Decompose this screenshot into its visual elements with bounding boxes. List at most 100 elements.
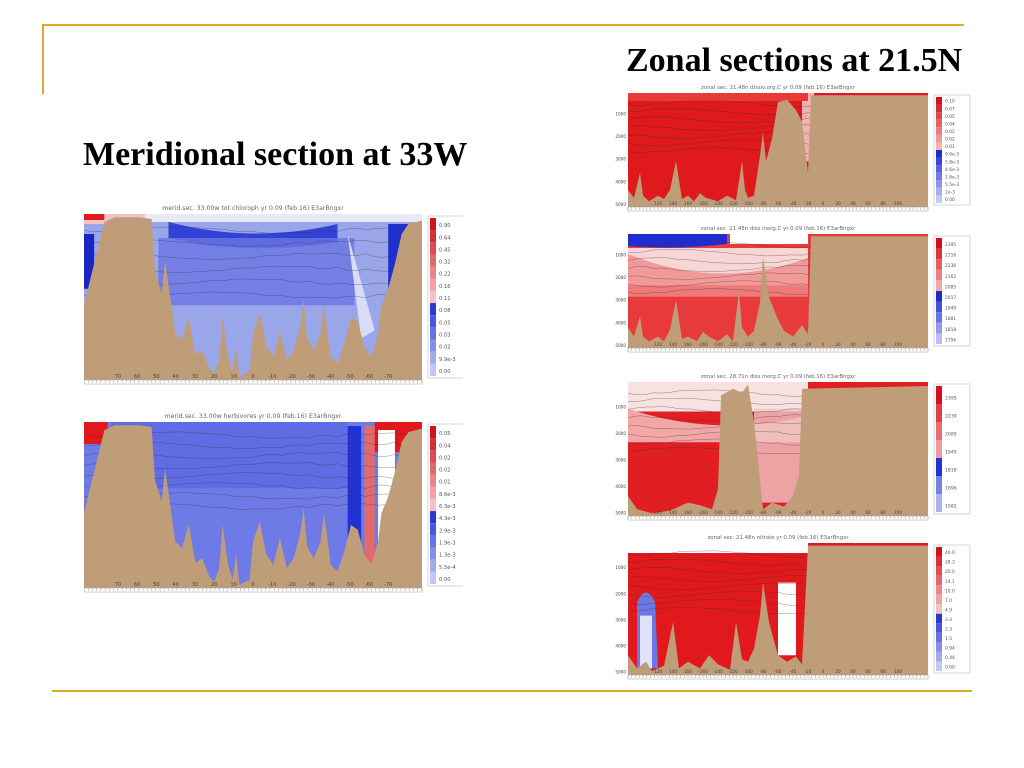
x-tick-label: 0: [822, 342, 825, 347]
colorbar-swatch: [430, 559, 436, 572]
x-tick-label: -120: [728, 669, 738, 674]
zonal-dissolved-inorganic-carbon-plot: zonal sec. 21.48n diss.inorg.C yr 0.09 (…: [598, 226, 972, 354]
colorbar-label: 40.0: [945, 550, 955, 556]
x-tick-label: -40: [790, 342, 797, 347]
colorbar-swatch: [936, 661, 942, 671]
depth-tick-label: 5000: [615, 670, 626, 675]
depth-tick-label: 4000: [615, 320, 626, 325]
colorbar-label: 0.03: [439, 333, 451, 339]
colorbar-label: 4.3e-3: [439, 516, 456, 522]
colorbar-label: 9.9e-3: [439, 357, 456, 363]
colorbar-label: 0.02: [439, 345, 451, 351]
colorbar-swatch: [936, 566, 942, 576]
colorbar-label: 1.3e-3: [439, 553, 456, 559]
concentration-layer: [628, 382, 808, 412]
seafloor-land: [628, 545, 928, 675]
colorbar-swatch: [936, 476, 942, 494]
x-tick-label: 30: [192, 582, 198, 588]
colorbar-swatch: [430, 462, 436, 475]
colorbar-label: 5.5e-4: [439, 565, 456, 571]
x-tick-label: 40: [173, 582, 179, 588]
colorbar-swatch: [936, 238, 942, 249]
colorbar-swatch: [430, 498, 436, 512]
colorbar-swatch: [936, 312, 942, 323]
colorbar-swatch: [936, 97, 942, 105]
colorbar-label: 0.07: [945, 106, 955, 112]
colorbar-swatch: [936, 594, 942, 605]
colorbar-label: 14.1: [945, 579, 955, 585]
x-tick-label: 70: [115, 582, 121, 588]
colorbar-swatch: [430, 218, 436, 231]
colorbar-label: 1e-3: [945, 190, 955, 196]
depth-tick-label: 2000: [615, 591, 626, 596]
depth-tick-label: 3000: [615, 298, 626, 303]
colorbar-label: 0.04: [945, 121, 955, 127]
x-tick-label: 120: [654, 201, 662, 206]
colorbar-label: 0.00: [945, 197, 955, 203]
colorbar-swatch: [936, 119, 942, 128]
x-tick-label: 100: [894, 201, 902, 206]
x-tick-label: -60: [365, 582, 373, 588]
x-tick-label: 40: [850, 201, 856, 206]
x-tick-label: 80: [880, 669, 886, 674]
x-tick-label: 50: [153, 582, 159, 588]
meridional-herbivores-plot: merid.sec. 33.00w herbivores yr 0.09 (fe…: [84, 408, 463, 598]
x-tick-label: -50: [345, 374, 353, 380]
x-tick-label: 40: [850, 510, 856, 515]
section-plot-svg: zonal sec. 21.48n nitrate yr 0.09 (feb.1…: [615, 535, 971, 680]
colorbar-label: 1881: [945, 316, 956, 322]
x-tick-label: -100: [743, 201, 753, 206]
colorbar-swatch: [430, 230, 436, 243]
colorbar-swatch: [430, 511, 436, 524]
depth-tick-label: 3000: [615, 458, 626, 463]
colorbar-swatch: [936, 556, 942, 567]
x-tick-label: 60: [865, 510, 871, 515]
colorbar-swatch: [936, 422, 942, 440]
x-tick-label: 60: [865, 342, 871, 347]
colorbar-swatch: [936, 604, 942, 614]
colorbar-swatch: [430, 535, 436, 548]
x-tick-label: -20: [805, 201, 812, 206]
colorbar-swatch: [430, 426, 436, 439]
meridional-chlorophyll-plot: merid.sec. 33.00w tot chloroph yr 0.09 (…: [84, 200, 463, 390]
x-tick-label: -70: [384, 374, 392, 380]
x-tick-label: 80: [880, 201, 886, 206]
section-plot-svg: merid.sec. 33.00w tot chloroph yr 0.09 (…: [84, 205, 463, 385]
colorbar-swatch: [430, 303, 436, 316]
colorbar-label: 1818: [945, 327, 956, 333]
x-tick-label: 120: [654, 669, 662, 674]
seafloor-land: [84, 217, 422, 380]
zonal-nitrate-plot: zonal sec. 21.48n nitrate yr 0.09 (feb.1…: [598, 535, 972, 681]
colorbar-label: 2017: [945, 295, 956, 301]
depth-tick-label: 4000: [615, 484, 626, 489]
colorbar-label: 2085: [945, 284, 956, 290]
colorbar-swatch: [936, 632, 942, 643]
colorbar-label: 6.3e-3: [439, 504, 456, 510]
colorbar-swatch: [936, 134, 942, 143]
section-plot-svg: zonal sec. 28.71n diss.inorg.C yr 0.09 (…: [615, 374, 971, 521]
colorbar-label: 2089: [945, 432, 957, 438]
x-tick-label: 140: [669, 201, 677, 206]
colorbar-swatch: [430, 474, 436, 487]
colorbar-label: 5.5e-3: [945, 182, 959, 188]
depth-tick-label: 1000: [615, 253, 626, 258]
colorbar-swatch: [936, 333, 942, 344]
colorbar-label: 0.90: [439, 223, 451, 229]
x-tick-label: -80: [760, 201, 767, 206]
x-tick-label: 30: [192, 374, 198, 380]
colorbar-swatch: [936, 259, 942, 270]
concentration-layer: [84, 214, 105, 220]
colorbar-label: 2162: [945, 274, 956, 280]
x-tick-label: -60: [775, 510, 782, 515]
x-tick-label: -100: [743, 510, 753, 515]
seafloor-land: [628, 384, 928, 516]
colorbar-swatch: [936, 269, 942, 281]
x-tick-label: -70: [384, 582, 392, 588]
depth-tick-label: 1000: [615, 565, 626, 570]
colorbar-swatch: [936, 142, 942, 150]
colorbar-label: 10.0: [945, 588, 955, 594]
plot-title: zonal sec. 21.48n diss.inorg.C yr 0.09 (…: [701, 226, 856, 232]
zonal-dissolved-inorganic-carbon-28n-plot: zonal sec. 28.71n diss.inorg.C yr 0.09 (…: [598, 374, 972, 522]
x-tick-label: -10: [268, 374, 276, 380]
concentration-layer: [778, 582, 796, 656]
